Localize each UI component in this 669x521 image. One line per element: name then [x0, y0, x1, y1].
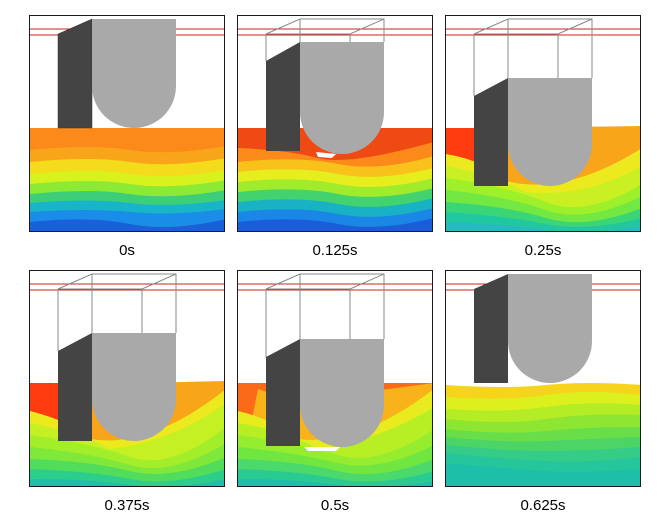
wireframe-box	[473, 18, 593, 96]
fluid-field	[30, 128, 224, 231]
fluid-field	[238, 128, 432, 231]
drop-block	[57, 18, 176, 129]
wireframe-box	[57, 273, 177, 351]
simulation-frame-0.5s	[237, 270, 433, 487]
simulation-frame-0.625s	[445, 270, 641, 487]
drop-block	[266, 42, 384, 158]
wireframe-box	[265, 273, 385, 357]
time-caption-0.375s: 0.375s	[104, 497, 150, 514]
simulation-frame-0.375s	[29, 270, 225, 487]
fluid-band	[30, 219, 224, 231]
fluid-band	[238, 218, 432, 231]
drop-block	[266, 339, 384, 451]
fluid-band	[30, 479, 224, 486]
time-caption-0.125s: 0.125s	[312, 242, 358, 259]
fluid-band	[238, 479, 432, 486]
simulation-frame-0.125s	[237, 15, 433, 232]
simulation-frame-0s	[29, 15, 225, 232]
drop-block	[58, 333, 176, 441]
drop-block	[474, 78, 592, 186]
fluid-field	[446, 383, 640, 486]
fluid-band	[446, 463, 640, 486]
time-caption-0.625s: 0.625s	[520, 497, 566, 514]
time-caption-0.25s: 0.25s	[524, 242, 562, 259]
drop-block	[474, 274, 592, 383]
wireframe-box	[265, 18, 385, 61]
fluid-band	[446, 222, 640, 231]
time-caption-0.5s: 0.5s	[320, 497, 350, 514]
simulation-frame-0.25s	[445, 15, 641, 232]
time-caption-0s: 0s	[119, 242, 135, 259]
